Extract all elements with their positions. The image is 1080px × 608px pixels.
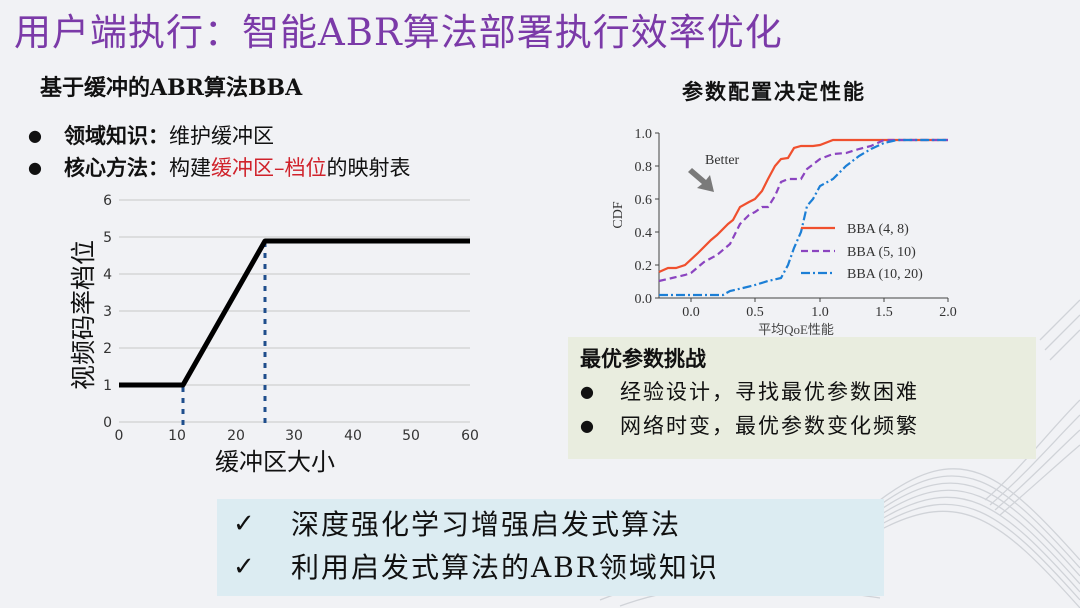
y-tick: 6	[103, 193, 112, 209]
y-tick: 1.0	[635, 127, 653, 142]
bullet-highlight: 缓冲区–档位	[211, 156, 327, 180]
bullet-core-method: ● 核心方法： 构建 缓冲区–档位 的映射表	[28, 152, 411, 184]
solution-item: ✓ 深度强化学习增强启发式算法	[233, 503, 868, 546]
x-tick: 50	[402, 428, 420, 444]
y-tick: 0	[103, 415, 112, 431]
challenge-bullet-text: 网络时变，最优参数变化频繁	[620, 414, 919, 438]
bullet-domain-knowledge: ● 领域知识： 维护缓冲区	[28, 120, 411, 152]
y-tick: 2	[103, 341, 112, 357]
buffer-bitrate-chart: 0 1 2 3 4 5 6 0 10 20 30 40 50 60 视频码率档位…	[69, 193, 479, 476]
cdf-chart-title: 参数配置决定性能	[682, 79, 866, 104]
bullet-dot-icon: ●	[580, 416, 596, 435]
series-bba-10-20	[659, 138, 948, 297]
series-bba-4-8	[658, 138, 948, 274]
x-tick: 40	[344, 428, 362, 444]
bullet-label: 核心方法：	[64, 155, 169, 180]
x-tick: 20	[227, 428, 245, 444]
slide-title: 用户端执行：智能ABR算法部署执行效率优化	[14, 11, 783, 54]
challenge-bullet: ● 网络时变，最优参数变化频繁	[580, 409, 1024, 443]
bullet-text: 的映射表	[326, 156, 411, 180]
y-axis-label: CDF	[611, 201, 626, 228]
y-tick: 0.0	[635, 292, 653, 307]
challenge-bullet: ● 经验设计，寻找最优参数困难	[580, 375, 1024, 409]
series-bba-5-10	[658, 138, 948, 283]
x-axis-label: 平均QoE性能	[758, 322, 834, 337]
y-tick: 5	[103, 230, 112, 246]
x-tick: 1.0	[811, 305, 829, 320]
y-tick: 4	[103, 267, 112, 283]
chart-legend: BBA (4, 8) BBA (5, 10) BBA (10, 20)	[801, 222, 923, 282]
solution-item-text: 利用启发式算法的ABR领域知识	[291, 551, 719, 584]
y-axis-label: 视频码率档位	[69, 240, 98, 390]
solution-item-text: 深度强化学习增强启发式算法	[291, 508, 682, 541]
y-tick: 3	[103, 304, 112, 320]
x-tick: 10	[168, 428, 186, 444]
qoe-cdf-chart: 0.0 0.2 0.4 0.6 0.8 1.0 0.0 0.5 1.0 1.5 …	[611, 127, 957, 337]
challenge-box: 最优参数挑战 ● 经验设计，寻找最优参数困难 ● 网络时变，最优参数变化频繁	[568, 337, 1036, 459]
y-tick: 1	[103, 378, 112, 394]
bullet-text: 维护缓冲区	[169, 124, 274, 148]
checkmark-icon: ✓	[233, 552, 257, 582]
bba-bullet-list: ● 领域知识： 维护缓冲区 ● 核心方法： 构建 缓冲区–档位 的映射表	[28, 120, 411, 184]
x-axis-label: 缓冲区大小	[215, 448, 335, 476]
challenge-bullet-text: 经验设计，寻找最优参数困难	[620, 380, 919, 404]
x-tick: 30	[285, 428, 303, 444]
x-tick: 0.0	[682, 305, 700, 320]
section-subtitle-bba: 基于缓冲的ABR算法BBA	[40, 75, 303, 101]
bullet-text: 构建	[169, 156, 211, 180]
bullet-dot-icon: ●	[28, 158, 42, 177]
challenge-heading: 最优参数挑战	[580, 346, 706, 371]
legend-label: BBA (10, 20)	[847, 267, 923, 282]
x-tick: 0.5	[746, 305, 764, 320]
bullet-label: 领域知识：	[64, 123, 169, 148]
solution-item: ✓ 利用启发式算法的ABR领域知识	[233, 546, 868, 589]
y-tick: 0.2	[635, 259, 653, 274]
x-tick: 1.5	[875, 305, 893, 320]
legend-label: BBA (4, 8)	[847, 222, 909, 237]
bba-mapping-line	[119, 238, 470, 388]
bullet-dot-icon: ●	[580, 382, 596, 401]
x-tick: 2.0	[939, 305, 957, 320]
y-tick: 0.8	[635, 160, 653, 175]
better-label: Better	[705, 153, 740, 168]
x-tick: 60	[461, 428, 479, 444]
y-tick: 0.6	[635, 193, 653, 208]
solution-box: ✓ 深度强化学习增强启发式算法 ✓ 利用启发式算法的ABR领域知识	[217, 499, 884, 596]
better-arrow-icon	[688, 168, 714, 192]
bullet-dot-icon: ●	[28, 126, 42, 145]
legend-label: BBA (5, 10)	[847, 245, 916, 260]
y-tick: 0.4	[635, 226, 653, 241]
x-tick: 0	[115, 428, 124, 444]
checkmark-icon: ✓	[233, 509, 257, 539]
